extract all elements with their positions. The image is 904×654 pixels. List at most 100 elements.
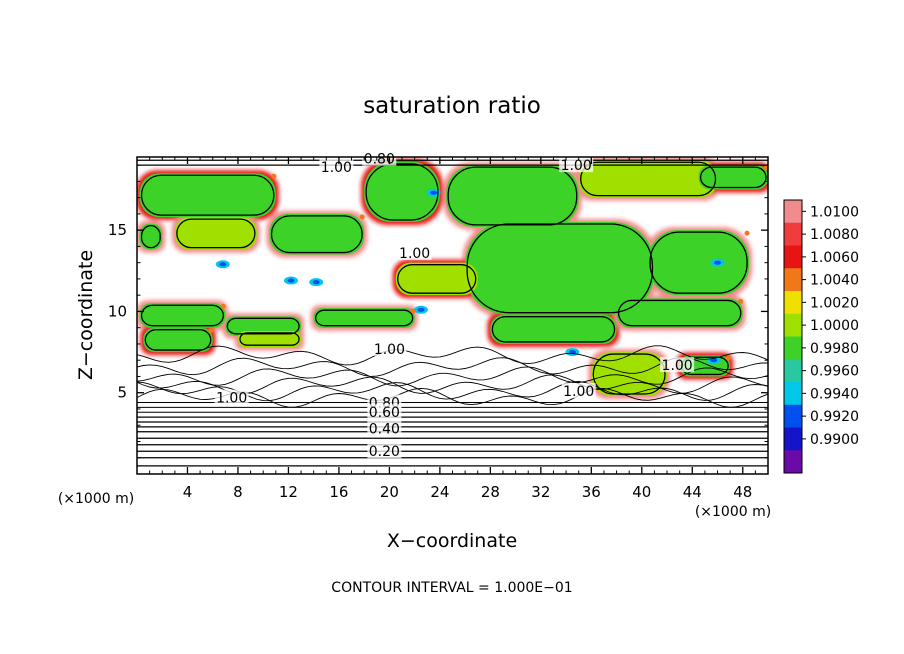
- contour-label: 1.00: [374, 342, 405, 358]
- contour-line: [649, 231, 748, 294]
- contour-label-bg: [367, 443, 402, 459]
- y-unit-label: (×1000 m): [58, 491, 134, 507]
- colorbar-swatch: [784, 222, 802, 246]
- x-tick-label: 40: [632, 483, 651, 501]
- contour-label: 0.20: [369, 444, 400, 460]
- contour-label-bg: [367, 404, 402, 420]
- contour-label-bg: [319, 158, 354, 174]
- x-tick-label: 32: [531, 483, 550, 501]
- y-tick-label: 10: [108, 302, 127, 320]
- edge-dot: [220, 303, 226, 309]
- low-ratio-core: [287, 278, 295, 283]
- colorbar-swatch: [784, 336, 802, 360]
- saturated-region: [313, 308, 415, 328]
- contour-line: [315, 309, 414, 327]
- contour-line: [617, 299, 742, 327]
- y-tick-label: 5: [117, 384, 127, 402]
- saturated-region: [364, 161, 440, 223]
- colorbar-swatch: [784, 313, 802, 337]
- colorbar-label: 0.9940: [810, 386, 859, 402]
- x-axis-title: X−coordinate: [387, 530, 517, 552]
- saturated-region: [395, 262, 478, 296]
- colorbar-label: 1.0100: [810, 204, 859, 220]
- saturated-areas: [139, 160, 768, 396]
- edge-dot: [359, 214, 365, 220]
- colorbar-label: 0.9900: [810, 432, 859, 448]
- colorbar-swatch: [784, 427, 802, 451]
- contour-line: [270, 215, 363, 254]
- saturated-region: [139, 303, 226, 328]
- y-axis-title: Z−coordinate: [75, 250, 97, 380]
- saturated-region: [143, 327, 213, 353]
- saturated-region: [648, 230, 750, 296]
- contour-interval-note: CONTOUR INTERVAL = 1.000E−01: [331, 580, 572, 596]
- edge-dot: [410, 308, 416, 314]
- saturated-region: [698, 165, 768, 190]
- x-tick-label: 4: [183, 483, 193, 501]
- contour-line: [226, 317, 300, 335]
- contour-line: [699, 166, 767, 189]
- colorbar: 1.0100 1.0080 1.0060 1.0040 1.0020 1.0000 0.99…: [783, 199, 859, 474]
- contour-line: [466, 223, 654, 314]
- colorbar-label: 1.0000: [810, 318, 859, 334]
- x-tick-label: 44: [683, 483, 702, 501]
- edge-dot: [744, 230, 750, 236]
- contour-line: [176, 218, 256, 249]
- contour-lines: [137, 159, 768, 467]
- y-tick-label: 15: [108, 221, 127, 239]
- contour-line: [140, 225, 161, 249]
- low-ratio-core: [312, 280, 320, 285]
- colorbar-swatch: [784, 404, 802, 428]
- low-ratio-core: [568, 350, 576, 355]
- colorbar-label: 0.9980: [810, 341, 859, 357]
- x-tick-label: 20: [380, 483, 399, 501]
- saturated-region: [139, 223, 163, 250]
- low-ratio-core: [219, 262, 227, 267]
- saturated-region: [139, 173, 276, 218]
- colorbar-label: 0.9960: [810, 364, 859, 380]
- colorbar-swatch: [784, 450, 802, 474]
- colorbar-swatch: [784, 291, 802, 315]
- saturated-region: [591, 352, 668, 396]
- colorbar-swatch: [784, 245, 802, 269]
- chart-title: saturation ratio: [363, 93, 541, 119]
- x-tick-label: 28: [481, 483, 500, 501]
- colorbar-frame: [783, 199, 803, 474]
- contour-label-bg: [372, 340, 407, 356]
- x-unit-label: (×1000 m): [695, 504, 771, 520]
- contour-line: [447, 166, 578, 226]
- y-axis: 5 10 15: [108, 164, 768, 459]
- contour-labels: 0.801.00 1.001.001.001.001.001.00 0.800.60…: [214, 150, 695, 460]
- contour-line: [137, 345, 768, 366]
- contour-label: 1.00: [216, 391, 247, 407]
- x-tick-label: 24: [430, 483, 449, 501]
- colorbar-label: 1.0080: [810, 227, 859, 243]
- contour-label-bg: [397, 244, 432, 260]
- colorbar-label: 1.0060: [810, 250, 859, 266]
- low-ratio-core: [714, 260, 722, 265]
- colorbar-label: 1.0020: [810, 295, 859, 311]
- contour-label-bg: [559, 157, 594, 173]
- edge-dot: [725, 355, 731, 361]
- saturated-region: [237, 330, 302, 348]
- edge-dot: [271, 173, 277, 179]
- colorbar-swatch: [784, 359, 802, 383]
- saturated-region: [446, 165, 579, 227]
- x-tick-label: 36: [582, 483, 601, 501]
- contour-label-bg: [561, 383, 596, 399]
- contour-label-bg: [367, 420, 402, 436]
- contour-label-bg: [214, 389, 249, 405]
- contour-label: 1.00: [561, 158, 592, 174]
- subsaturated-spots: [208, 165, 768, 365]
- low-ratio-core: [417, 307, 425, 312]
- contour-line: [397, 264, 477, 294]
- contour-line: [491, 316, 616, 343]
- contour-label: 0.40: [369, 421, 400, 437]
- x-tick-label: 12: [279, 483, 298, 501]
- contour-label: 0.80: [364, 152, 395, 168]
- saturated-region: [490, 314, 617, 344]
- x-tick-label: 48: [733, 483, 752, 501]
- low-ratio-core: [710, 358, 718, 363]
- contour-line: [239, 332, 300, 346]
